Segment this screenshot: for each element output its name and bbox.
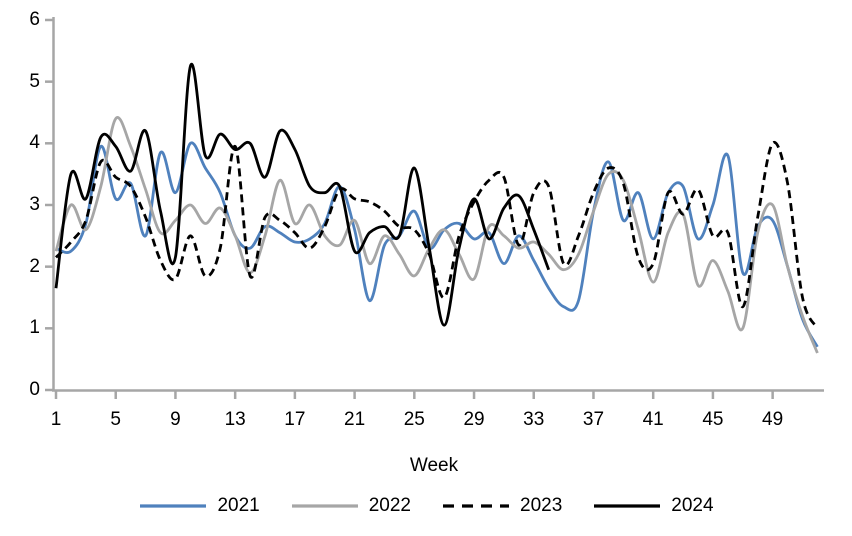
x-tick-label-33: 33 (523, 409, 545, 430)
x-tick-label-25: 25 (403, 409, 425, 430)
legend-item-2022: 2022 (290, 495, 411, 517)
y-tick-label-1: 1 (29, 317, 40, 339)
series-line-2021 (55, 141, 819, 348)
legend-line-sample-2023 (443, 504, 509, 508)
x-tick-label-9: 9 (170, 409, 181, 430)
y-tick-label-2: 2 (29, 255, 40, 277)
x-tick-label-17: 17 (284, 409, 306, 430)
y-tick-label-0: 0 (29, 379, 40, 400)
y-tick-label-3: 3 (29, 193, 40, 215)
series-line-2024 (54, 62, 551, 327)
y-tick-label-4: 4 (29, 132, 40, 154)
y-tick-label-6: 6 (29, 8, 40, 30)
legend-label-2022: 2022 (368, 495, 411, 516)
x-tick-label-41: 41 (642, 409, 664, 430)
series-line-2022 (54, 116, 819, 354)
legend-item-2023: 2023 (441, 495, 562, 517)
legend-label-2021: 2021 (217, 495, 260, 516)
legend-line-sample-2022 (291, 504, 358, 508)
legend-item-2021: 2021 (138, 495, 260, 517)
x-tick-label-37: 37 (582, 409, 605, 430)
series-line-2023 (54, 140, 819, 330)
x-tick-label-29: 29 (463, 409, 485, 430)
x-tick-label-1: 1 (50, 409, 62, 430)
legend-line-sample-2021 (140, 504, 207, 508)
x-axis-title: Week (409, 455, 459, 476)
x-tick-label-21: 21 (344, 409, 366, 430)
x-tick-label-13: 13 (224, 409, 246, 430)
legend: 2021 2022 2023 2024 (0, 495, 852, 517)
legend-label-2024: 2024 (671, 495, 714, 516)
legend-line-sample-2024 (594, 504, 661, 508)
legend-item-2024: 2024 (592, 495, 714, 517)
y-tick-label-5: 5 (29, 70, 40, 92)
x-tick-label-49: 49 (762, 409, 784, 430)
x-tick-label-5: 5 (110, 409, 121, 430)
legend-label-2023: 2023 (520, 495, 563, 516)
x-tick-label-45: 45 (702, 409, 724, 430)
